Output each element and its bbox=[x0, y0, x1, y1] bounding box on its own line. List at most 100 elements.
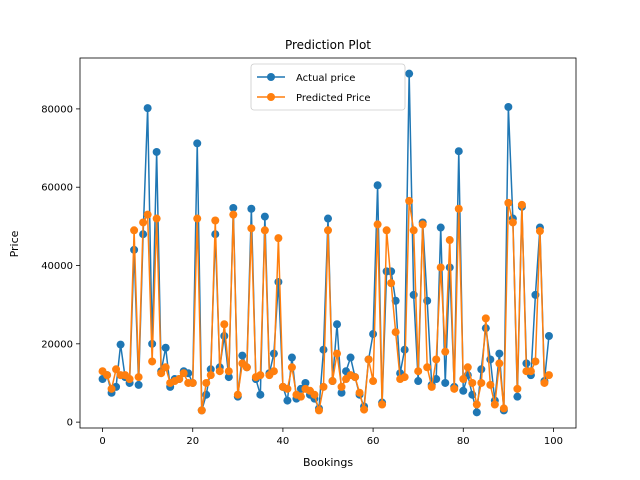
data-point bbox=[260, 226, 269, 235]
data-point bbox=[414, 367, 423, 376]
data-point bbox=[481, 314, 490, 323]
data-point bbox=[360, 405, 369, 414]
data-point bbox=[324, 226, 332, 235]
data-point bbox=[414, 377, 423, 386]
data-point bbox=[369, 330, 378, 339]
data-point bbox=[454, 147, 463, 156]
data-point bbox=[486, 355, 495, 364]
y-tick-label: 60000 bbox=[41, 183, 73, 194]
x-tick-label: 0 bbox=[99, 436, 105, 447]
data-point bbox=[405, 196, 414, 205]
x-tick-label: 100 bbox=[544, 436, 563, 447]
data-point bbox=[337, 382, 346, 391]
data-point bbox=[477, 365, 486, 374]
data-point bbox=[161, 343, 170, 352]
data-point bbox=[459, 375, 468, 384]
data-point bbox=[319, 382, 328, 391]
data-point bbox=[373, 181, 382, 190]
data-point bbox=[242, 363, 251, 372]
data-point bbox=[107, 384, 116, 393]
data-point bbox=[301, 378, 310, 387]
data-point bbox=[215, 367, 224, 376]
data-point bbox=[441, 378, 450, 387]
legend-label: Actual price bbox=[296, 73, 355, 84]
data-point bbox=[427, 382, 436, 391]
data-point bbox=[161, 363, 170, 372]
data-point bbox=[400, 373, 409, 382]
data-point bbox=[387, 267, 396, 276]
data-point bbox=[148, 357, 157, 366]
data-point bbox=[139, 218, 148, 227]
data-point bbox=[296, 392, 305, 401]
y-tick-label: 0 bbox=[67, 418, 73, 429]
data-point bbox=[134, 380, 143, 389]
data-point bbox=[504, 102, 513, 111]
data-point bbox=[477, 378, 486, 387]
data-point bbox=[224, 367, 233, 376]
data-point bbox=[495, 349, 504, 358]
plot-area bbox=[79, 57, 577, 429]
data-point bbox=[260, 212, 269, 221]
data-point bbox=[432, 355, 441, 364]
data-point bbox=[130, 226, 139, 235]
data-point bbox=[333, 349, 342, 358]
y-tick-label: 80000 bbox=[41, 104, 73, 115]
data-point bbox=[490, 400, 499, 409]
data-point bbox=[175, 375, 184, 384]
data-point bbox=[314, 406, 323, 415]
data-point bbox=[513, 384, 522, 393]
data-point bbox=[143, 104, 152, 113]
plot-frame bbox=[79, 57, 577, 429]
data-point bbox=[459, 386, 468, 395]
data-point bbox=[333, 320, 342, 329]
data-point bbox=[112, 365, 121, 374]
data-point bbox=[310, 390, 319, 399]
series-layer bbox=[98, 69, 553, 417]
data-point bbox=[193, 139, 202, 148]
data-point bbox=[220, 320, 229, 329]
data-point bbox=[355, 388, 364, 397]
data-point bbox=[152, 214, 161, 223]
data-point bbox=[324, 214, 332, 223]
y-tick-label: 40000 bbox=[41, 261, 73, 272]
data-point bbox=[202, 378, 211, 387]
data-point bbox=[472, 400, 481, 409]
data-point bbox=[486, 380, 495, 389]
data-point bbox=[319, 345, 328, 354]
legend-box bbox=[250, 63, 406, 111]
data-point bbox=[504, 198, 513, 207]
data-point bbox=[283, 396, 292, 405]
data-point bbox=[526, 367, 535, 376]
data-point bbox=[188, 378, 197, 387]
data-point bbox=[441, 347, 450, 356]
data-point bbox=[508, 218, 517, 227]
data-point bbox=[540, 378, 549, 387]
data-point bbox=[247, 224, 256, 233]
data-point bbox=[125, 375, 134, 384]
data-point bbox=[346, 353, 355, 362]
data-point bbox=[378, 400, 387, 409]
data-point bbox=[382, 226, 391, 235]
data-point bbox=[229, 203, 238, 212]
data-point bbox=[157, 369, 166, 378]
data-point bbox=[544, 331, 553, 340]
data-point bbox=[274, 234, 283, 243]
data-point bbox=[472, 408, 481, 417]
data-point bbox=[468, 378, 477, 387]
data-point bbox=[287, 353, 296, 362]
data-point bbox=[544, 371, 553, 380]
data-point bbox=[274, 277, 283, 286]
data-point bbox=[337, 388, 346, 397]
data-point bbox=[206, 371, 215, 380]
data-point bbox=[328, 377, 337, 386]
data-point bbox=[436, 223, 445, 232]
data-point bbox=[535, 227, 544, 236]
data-point bbox=[432, 375, 441, 384]
data-point bbox=[445, 263, 454, 272]
data-point bbox=[179, 369, 188, 378]
data-point bbox=[387, 279, 396, 288]
data-point bbox=[436, 263, 445, 272]
data-point bbox=[445, 236, 454, 245]
x-tick-label: 40 bbox=[277, 436, 290, 447]
